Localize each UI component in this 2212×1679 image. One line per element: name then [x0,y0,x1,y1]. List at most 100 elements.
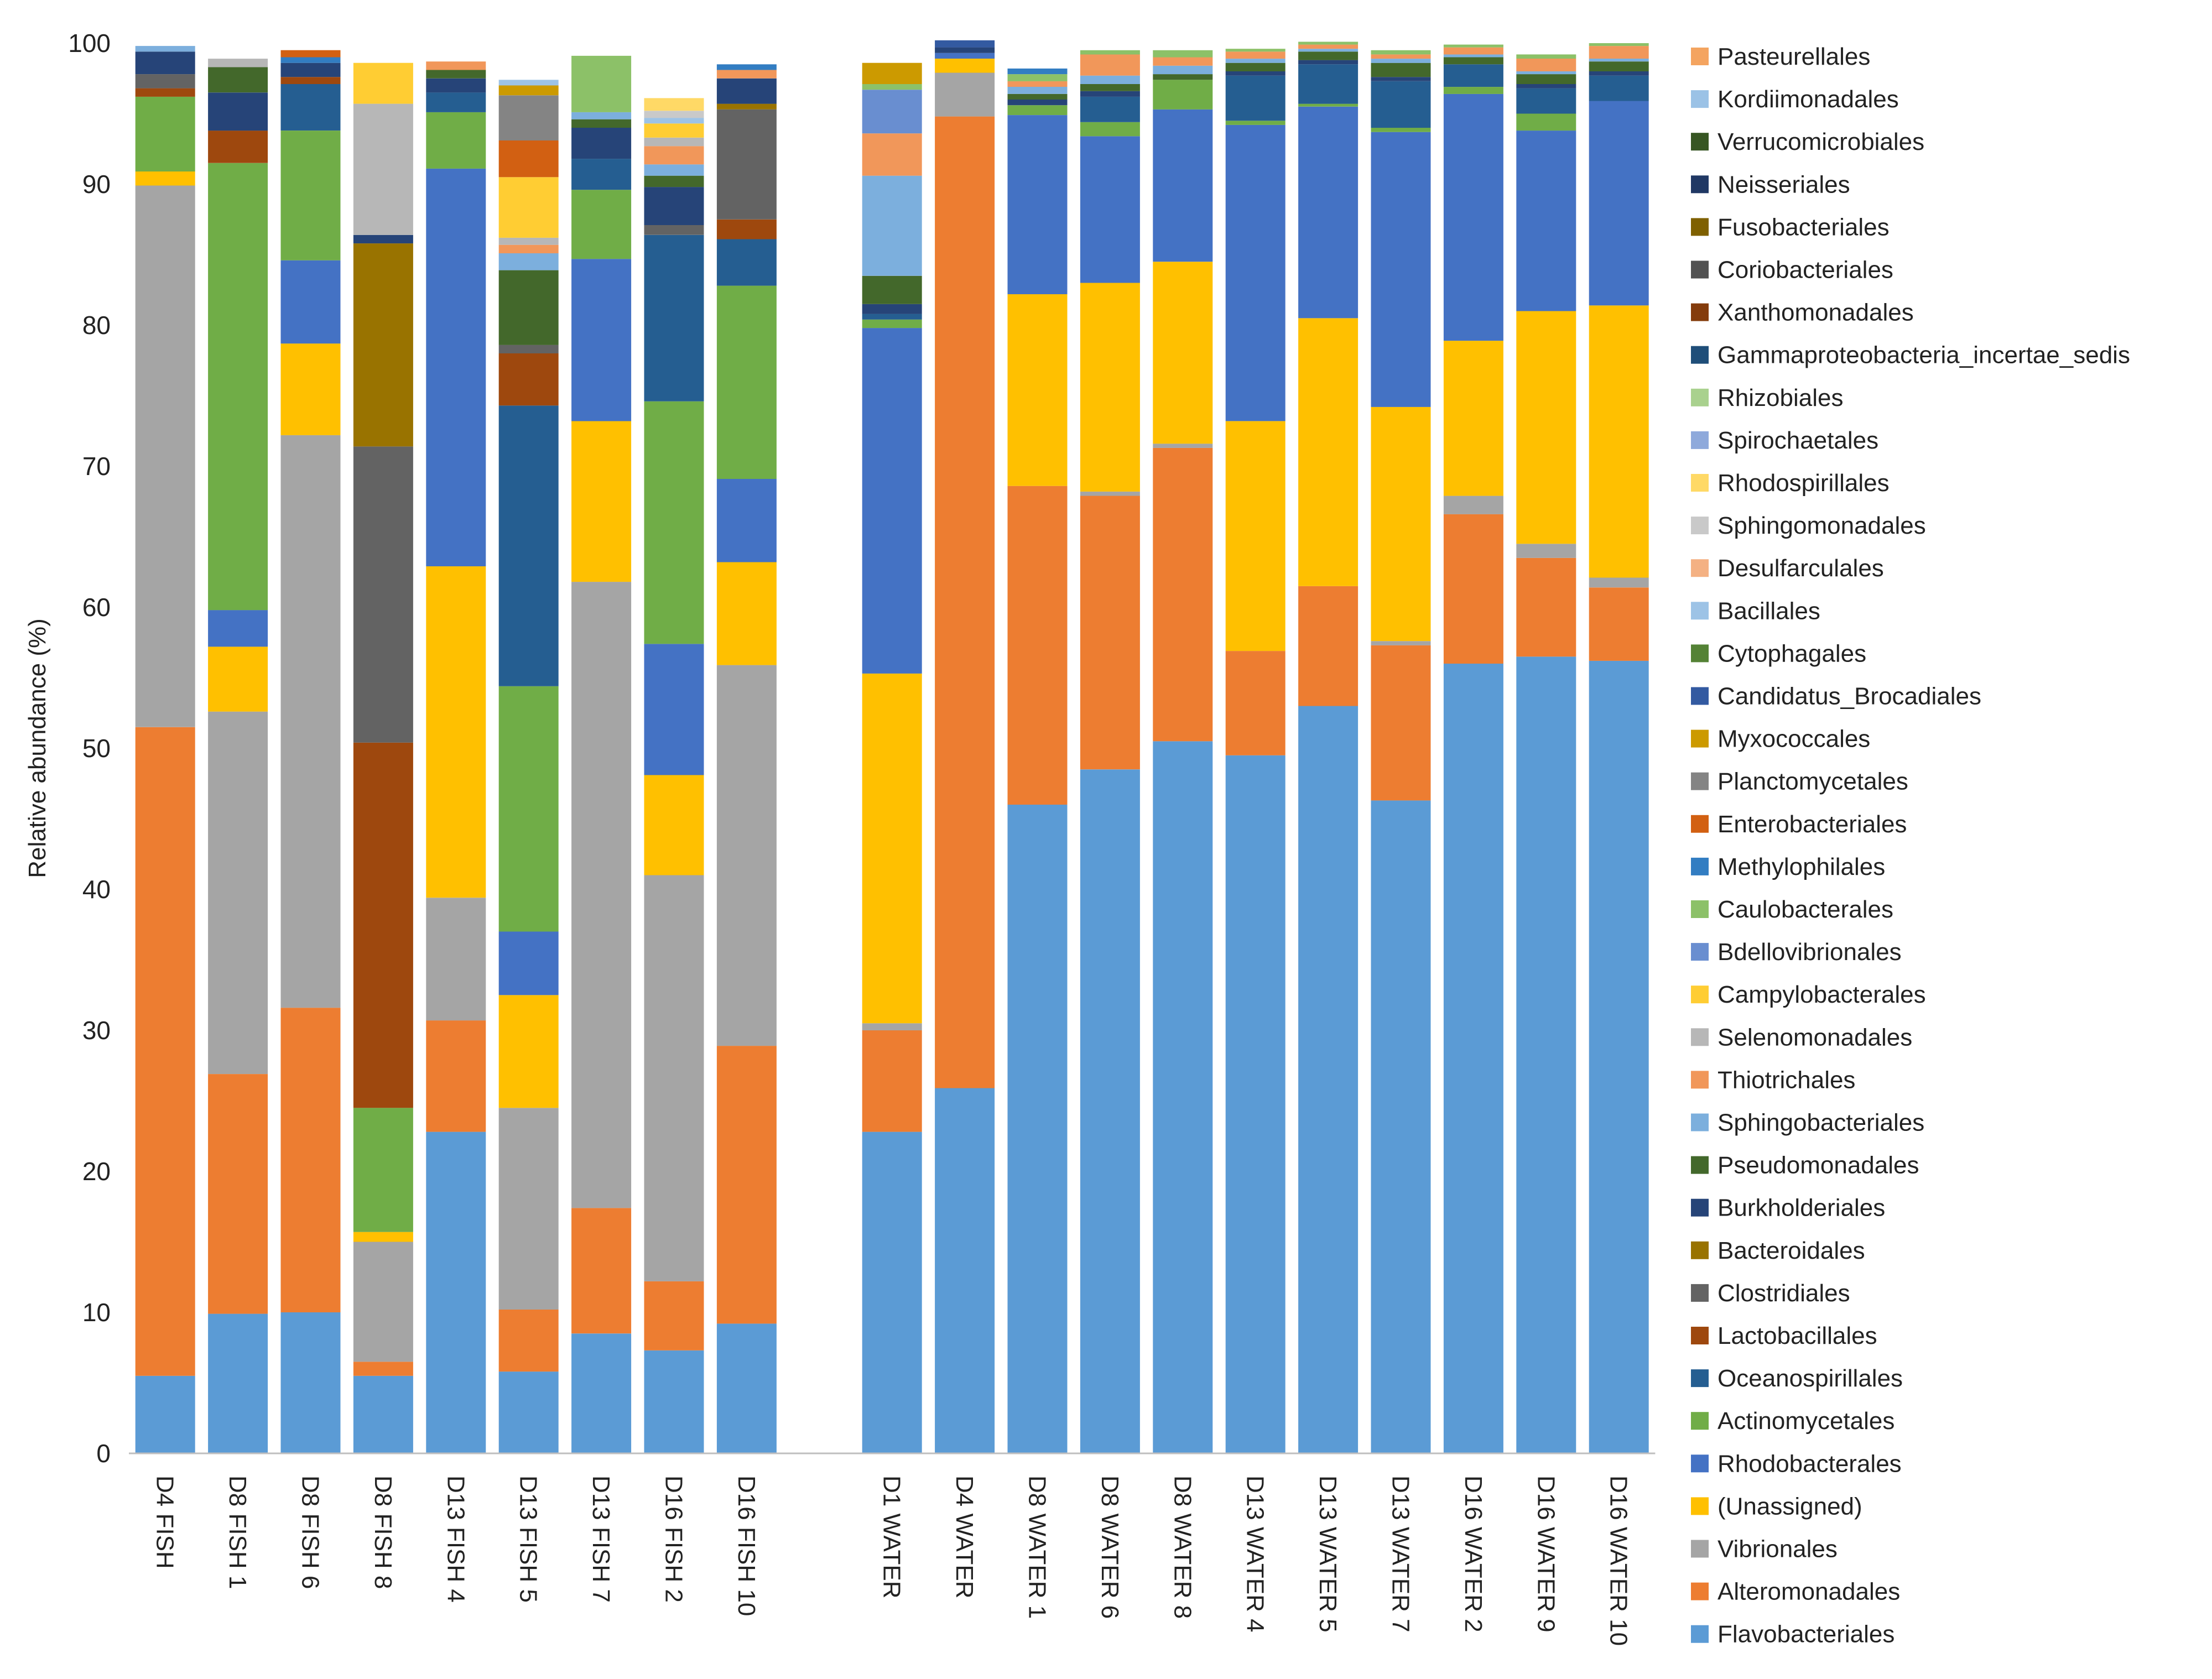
bar-segment [1225,49,1285,52]
bar-segment [1371,406,1431,642]
bar-segment [571,1333,632,1454]
bar-segment [1371,81,1431,128]
legend-swatch [1691,559,1709,577]
legend-swatch [1691,1327,1709,1344]
bar-segment [644,137,704,147]
legend-item: Pasteurellales [1691,43,1870,70]
bar-segment [1443,57,1503,65]
bar-segment [1298,44,1359,49]
bar-segment [280,84,341,131]
legend-swatch [1691,1113,1709,1132]
x-tick-label: D13 FISH 7 [587,1475,615,1603]
bar-segment [644,1281,704,1350]
bar-segment [1516,59,1576,71]
bar-segment [280,77,341,84]
legend-swatch [1691,1582,1709,1600]
bar-segment [1371,62,1431,77]
bar-segment [498,253,559,270]
bar-segment [1589,660,1649,1453]
bar-segment [1516,74,1576,84]
x-tick-label: D13 WATER 7 [1387,1475,1414,1633]
bar-segment [1225,51,1285,59]
bar-segment [1225,755,1285,1454]
legend-swatch [1691,1241,1709,1259]
bar-segment [571,421,632,582]
bar-segment [1371,132,1431,407]
bar-segment [571,112,632,119]
legend-swatch [1691,1198,1709,1217]
bar-segment [935,40,995,48]
bar-segment [1371,77,1431,81]
legend-swatch [1691,431,1709,449]
bar-segment [1153,80,1213,109]
bar-segment [1298,49,1359,52]
legend-swatch [1691,1497,1709,1515]
bar-segment [1516,544,1576,558]
bar-segment [1516,71,1576,75]
legend-label: (Unassigned) [1717,1493,1862,1520]
bar-segment [353,243,413,447]
legend-item: Rhizobiales [1691,384,1843,411]
bar-segment [1080,96,1140,122]
bar-segment [280,131,341,260]
legend-item: Pseudomonadales [1691,1152,1919,1179]
y-tick-label: 100 [68,29,111,58]
bar-segment [1007,100,1068,106]
bar-segment [135,96,195,172]
bar-segment [135,74,195,88]
legend-swatch [1691,48,1709,65]
bar-segment [1153,262,1213,444]
bar-segment [1225,62,1285,71]
bar-segment [1443,87,1503,94]
legend-label: Verrucomicrobiales [1717,128,1924,155]
bar-segment [716,239,777,286]
bar-segment [426,168,486,566]
bar-segment [1007,87,1068,94]
bar-segment [498,270,559,345]
bar-segment [716,562,777,665]
legend-item: Gammaproteobacteria_incertae_sedis [1691,342,2130,369]
legend-swatch [1691,1284,1709,1302]
bar-segment [935,1088,995,1453]
legend-item: Verrucomicrobiales [1691,128,1924,155]
legend-label: Candidatus_Brocadiales [1717,683,1981,710]
bar-segment [280,435,341,1008]
bar-segment [280,1008,341,1312]
legend-label: Rhodospirillales [1717,470,1890,497]
legend-swatch [1691,90,1709,108]
bar-segment [716,1046,777,1324]
bar-segment [1153,447,1213,742]
bar-segment [353,1108,413,1232]
legend-label: Cytophagales [1717,640,1866,667]
bar-segment [498,345,559,353]
bar-segment [208,59,268,67]
legend-label: Fusobacteriales [1717,213,1890,241]
bar-segment [1007,105,1068,115]
bar-segment [862,175,922,276]
bar-segment [1589,587,1649,661]
legend-item: Actinomycetales [1691,1407,1894,1435]
legend-swatch [1691,1454,1709,1473]
bar-segment [1080,491,1140,496]
bar-segment [935,47,995,53]
bar-segment [571,119,632,128]
bar-segment [1589,101,1649,306]
y-axis-label: Relative abundance (%) [24,618,51,878]
bar-segment [135,46,195,52]
bar-segment [716,109,777,220]
x-tick-label: D13 FISH 4 [442,1475,469,1603]
bar-segment [1443,664,1503,1453]
bar-segment [716,219,777,239]
legend-label: Bacteroidales [1717,1237,1865,1264]
bar-segment [1298,106,1359,319]
y-tick-label: 60 [82,593,111,622]
bar-segment [862,319,922,328]
legend-item: Myxococcales [1691,726,1870,753]
legend-label: Vibrionales [1717,1536,1838,1563]
bar-segment [571,1208,632,1334]
x-tick-label: D13 FISH 5 [515,1475,542,1603]
bar-segment [1007,805,1068,1453]
x-tick-label: D16 FISH 2 [660,1475,688,1603]
bar-segment [644,118,704,124]
bar-segment [862,1030,922,1132]
